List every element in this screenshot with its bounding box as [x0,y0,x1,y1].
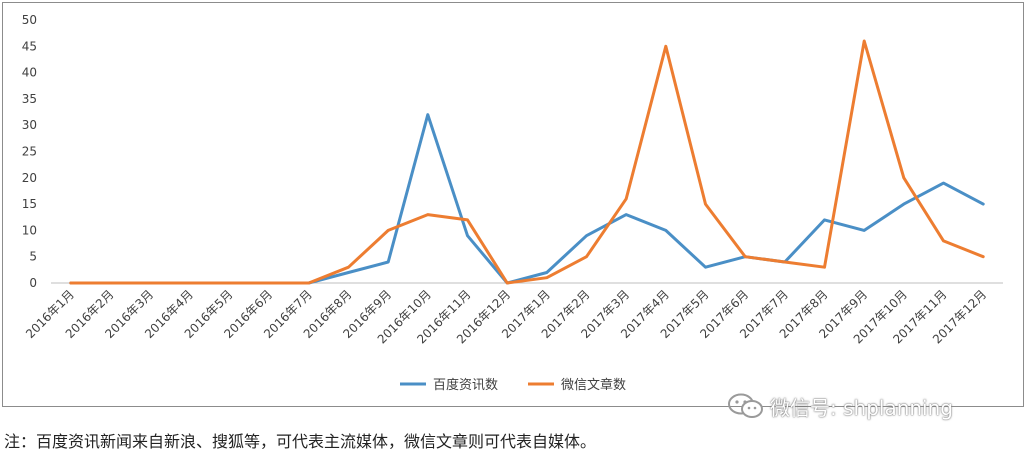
data-point [505,281,509,285]
x-axis-ticks: 2016年1月2016年2月2016年3月2016年4月2016年5月2016年… [23,287,989,346]
data-point [466,218,469,222]
y-tick-label: 45 [22,39,37,53]
data-point [823,218,826,222]
legend-label: 微信文章数 [561,377,626,393]
chart-frame: 0 5 10 15 20 25 30 35 40 45 50 2016年1月 2016年2月 2016年… [2,2,1024,407]
legend: 百度资讯数 微信文章数 [400,377,626,393]
data-point [981,202,985,206]
data-point [981,255,985,258]
y-tick-label: 5 [29,250,37,264]
watermark: 微信号: shplanning [726,391,953,421]
data-point [783,260,787,264]
data-point [109,281,112,285]
data-point [188,281,192,285]
series-line-1 [69,39,985,285]
data-point [704,266,707,269]
y-tick-label: 35 [22,92,37,106]
watermark-text: 微信号: shplanning [770,395,953,420]
y-tick-label: 15 [22,197,37,211]
data-point [624,197,628,201]
data-point [347,271,350,274]
data-point [704,202,707,206]
y-tick-label: 40 [22,66,37,80]
data-point [624,213,628,216]
data-point [942,239,945,243]
series-lines [69,39,985,285]
y-tick-label: 10 [22,223,37,237]
y-tick-label: 25 [22,145,37,159]
line-chart: 0 5 10 15 20 25 30 35 40 45 50 2016年1月2016年2月2016年… [22,13,1003,393]
data-point [267,281,271,285]
data-point [426,213,430,216]
data-point [902,202,906,206]
y-tick-label: 20 [22,171,37,185]
wechat-icon [728,393,763,418]
y-tick-label: 0 [29,276,37,290]
data-point [902,176,906,179]
data-point [585,234,588,237]
data-point [862,229,866,232]
data-point [942,181,945,185]
data-point [664,229,668,232]
data-point [426,113,430,116]
data-point [743,255,747,258]
legend-label: 百度资讯数 [433,377,498,393]
y-tick-label: 50 [22,13,37,27]
data-point [585,255,588,258]
data-point [386,260,390,264]
caption: 注：百度资讯新闻来自新浪、搜狐等，可代表主流媒体，微信文章则可代表自媒体。 [4,432,597,451]
data-point [466,234,469,237]
data-point [823,266,826,269]
y-tick-label: 30 [22,118,37,132]
data-point [862,39,866,43]
data-point [545,271,549,274]
data-point [386,229,390,232]
data-point [69,281,73,285]
y-axis-ticks: 0 5 10 15 20 25 30 35 40 45 50 [22,13,37,290]
data-point [545,276,549,279]
data-point [347,266,350,269]
data-point [228,281,231,285]
data-point [664,45,668,48]
data-point [148,281,152,285]
data-point [307,281,311,285]
